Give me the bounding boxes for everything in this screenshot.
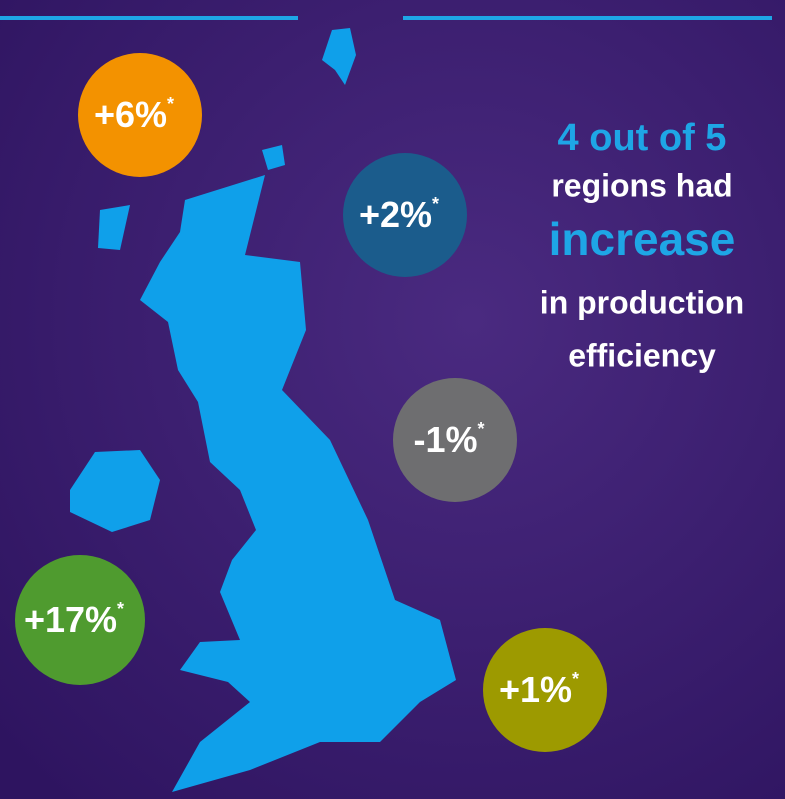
badge-label: +6%: [94, 94, 167, 135]
headline-line: 4 out of 5: [558, 117, 727, 159]
headline-line: regions had: [551, 167, 732, 203]
badge-label: +17%: [24, 599, 117, 640]
region-badge: +6%*: [78, 53, 202, 177]
badge-label: -1%: [413, 419, 477, 460]
badge-value: +1%*: [499, 669, 579, 710]
badge-label: +1%: [499, 669, 572, 710]
badge-note: *: [167, 94, 174, 114]
badge-note: *: [572, 669, 579, 689]
headline-line: efficiency: [568, 337, 716, 373]
badge-value: +6%*: [94, 94, 174, 135]
badge-value: +17%*: [24, 599, 124, 640]
badge-note: *: [117, 599, 124, 619]
badge-value: -1%*: [413, 419, 484, 460]
region-badge: -1%*: [393, 378, 517, 502]
badge-note: *: [478, 419, 485, 439]
badge-value: +2%*: [359, 194, 439, 235]
headline-line: in production: [540, 284, 744, 320]
headline-line: increase: [549, 213, 736, 265]
region-badge: +17%*: [15, 555, 145, 685]
badge-note: *: [432, 194, 439, 214]
infographic: 4 out of 5 regions had increase in producti…: [0, 0, 785, 799]
region-badge: +1%*: [483, 628, 607, 752]
region-badge: +2%*: [343, 153, 467, 277]
badge-label: +2%: [359, 194, 432, 235]
